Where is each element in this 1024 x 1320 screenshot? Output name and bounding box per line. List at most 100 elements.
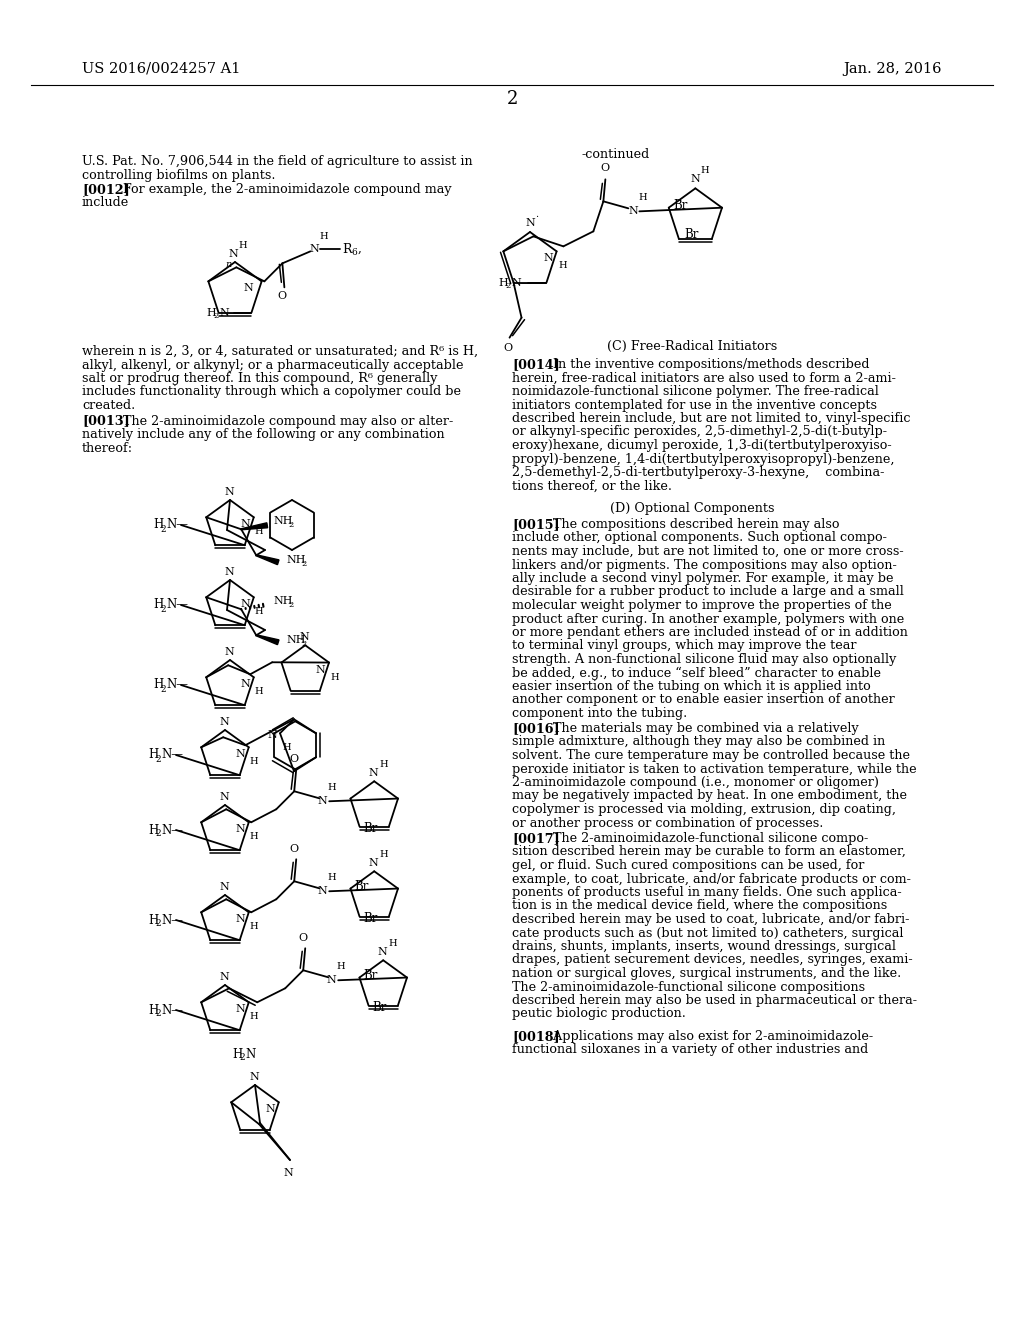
Text: ,: , bbox=[357, 242, 361, 255]
Text: H: H bbox=[700, 166, 709, 176]
Text: The 2-aminoimidazole-functional silicone compositions: The 2-aminoimidazole-functional silicone… bbox=[512, 981, 865, 994]
Text: N: N bbox=[224, 487, 233, 498]
Text: N: N bbox=[228, 249, 238, 259]
Text: 2: 2 bbox=[506, 281, 511, 289]
Text: NH: NH bbox=[273, 597, 293, 606]
Text: O: O bbox=[601, 164, 610, 173]
Text: O: O bbox=[290, 845, 299, 854]
Text: or more pendant ethers are included instead of or in addition: or more pendant ethers are included inst… bbox=[512, 626, 908, 639]
Text: 2: 2 bbox=[239, 1053, 245, 1063]
Text: N: N bbox=[219, 972, 229, 982]
Text: N: N bbox=[236, 915, 245, 924]
Text: 2: 2 bbox=[288, 602, 294, 610]
Text: component into the tubing.: component into the tubing. bbox=[512, 708, 687, 719]
Text: In the inventive compositions/methods described: In the inventive compositions/methods de… bbox=[541, 358, 869, 371]
Text: product after curing. In another example, polymers with one: product after curing. In another example… bbox=[512, 612, 904, 626]
Text: For example, the 2-aminoimidazole compound may: For example, the 2-aminoimidazole compou… bbox=[111, 183, 452, 195]
Text: 2: 2 bbox=[301, 560, 306, 569]
Text: H: H bbox=[255, 607, 263, 616]
Text: alkyl, alkenyl, or alkynyl; or a pharmaceutically acceptable: alkyl, alkenyl, or alkynyl; or a pharmac… bbox=[82, 359, 464, 371]
Text: controlling biofilms on plants.: controlling biofilms on plants. bbox=[82, 169, 275, 181]
Text: peutic biologic production.: peutic biologic production. bbox=[512, 1007, 686, 1020]
Text: Br: Br bbox=[364, 969, 378, 982]
Text: N: N bbox=[249, 1072, 259, 1082]
Text: Br: Br bbox=[684, 228, 698, 242]
Text: N—: N— bbox=[161, 1003, 183, 1016]
Text: H: H bbox=[250, 833, 258, 841]
Text: The 2-aminoimidazole-functional silicone compo-: The 2-aminoimidazole-functional silicone… bbox=[541, 832, 868, 845]
Text: N: N bbox=[224, 647, 233, 657]
Text: 6: 6 bbox=[351, 248, 357, 257]
Text: 2: 2 bbox=[160, 685, 166, 693]
Text: salt or prodrug thereof. In this compound, R⁶ generally: salt or prodrug thereof. In this compoun… bbox=[82, 372, 437, 385]
Text: [0014]: [0014] bbox=[512, 358, 560, 371]
Text: N: N bbox=[236, 750, 245, 759]
Text: O: O bbox=[299, 933, 308, 944]
Text: nation or surgical gloves, surgical instruments, and the like.: nation or surgical gloves, surgical inst… bbox=[512, 968, 901, 979]
Text: H: H bbox=[379, 760, 388, 770]
Text: N: N bbox=[309, 244, 319, 255]
Text: [0015]: [0015] bbox=[512, 517, 560, 531]
Text: sition described herein may be curable to form an elastomer,: sition described herein may be curable t… bbox=[512, 846, 906, 858]
Text: N: N bbox=[629, 206, 638, 216]
Text: gel, or fluid. Such cured compositions can be used, for: gel, or fluid. Such cured compositions c… bbox=[512, 859, 864, 873]
Text: eroxy)hexane, dicumyl peroxide, 1,3-di(tertbutylperoxyiso-: eroxy)hexane, dicumyl peroxide, 1,3-di(t… bbox=[512, 440, 892, 451]
Text: to terminal vinyl groups, which may improve the tear: to terminal vinyl groups, which may impr… bbox=[512, 639, 856, 652]
Text: The compositions described herein may also: The compositions described herein may al… bbox=[541, 517, 840, 531]
Text: H: H bbox=[388, 940, 397, 948]
Text: example, to coat, lubricate, and/or fabricate products or com-: example, to coat, lubricate, and/or fabr… bbox=[512, 873, 911, 886]
Text: N: N bbox=[244, 284, 254, 293]
Text: described herein may also be used in pharmaceutical or thera-: described herein may also be used in pha… bbox=[512, 994, 918, 1007]
Text: include other, optional components. Such optional compo-: include other, optional components. Such… bbox=[512, 532, 887, 544]
Text: H: H bbox=[207, 308, 216, 318]
Text: drapes, patient securement devices, needles, syringes, exami-: drapes, patient securement devices, need… bbox=[512, 953, 912, 966]
Text: simple admixture, although they may also be combined in: simple admixture, although they may also… bbox=[512, 735, 886, 748]
Text: N: N bbox=[240, 599, 250, 610]
Text: 2: 2 bbox=[160, 605, 166, 614]
Text: N—: N— bbox=[161, 748, 183, 762]
Text: described herein include, but are not limited to, vinyl-specific: described herein include, but are not li… bbox=[512, 412, 910, 425]
Text: noimidazole-functional silicone polymer. The free-radical: noimidazole-functional silicone polymer.… bbox=[512, 385, 879, 399]
Text: 2: 2 bbox=[155, 755, 161, 763]
Text: H: H bbox=[330, 673, 339, 681]
Text: Br: Br bbox=[364, 912, 378, 925]
Text: another component or to enable easier insertion of another: another component or to enable easier in… bbox=[512, 693, 895, 706]
Text: N: N bbox=[224, 568, 233, 577]
Text: Applications may also exist for 2-aminoimidazole-: Applications may also exist for 2-aminoi… bbox=[541, 1030, 872, 1043]
Text: Jan. 28, 2016: Jan. 28, 2016 bbox=[844, 62, 942, 77]
Polygon shape bbox=[256, 554, 279, 565]
Text: initiators contemplated for use in the inventive concepts: initiators contemplated for use in the i… bbox=[512, 399, 877, 412]
Text: H: H bbox=[148, 913, 159, 927]
Text: include: include bbox=[82, 197, 129, 210]
Text: H: H bbox=[255, 527, 263, 536]
Text: -continued: -continued bbox=[582, 148, 650, 161]
Text: cate products such as (but not limited to) catheters, surgical: cate products such as (but not limited t… bbox=[512, 927, 903, 940]
Text: H: H bbox=[148, 1003, 159, 1016]
Text: N: N bbox=[317, 796, 327, 807]
Text: NH: NH bbox=[287, 556, 306, 565]
Text: N: N bbox=[265, 1105, 274, 1114]
Text: [0013]: [0013] bbox=[82, 414, 130, 428]
Text: H: H bbox=[638, 193, 647, 202]
Text: molecular weight polymer to improve the properties of the: molecular weight polymer to improve the … bbox=[512, 599, 892, 612]
Text: N: N bbox=[219, 717, 229, 727]
Text: 2: 2 bbox=[160, 524, 166, 533]
Text: N—: N— bbox=[166, 598, 188, 611]
Text: created.: created. bbox=[82, 399, 135, 412]
Text: includes functionality through which a copolymer could be: includes functionality through which a c… bbox=[82, 385, 461, 399]
Polygon shape bbox=[256, 635, 279, 644]
Text: be added, e.g., to induce “self bleed” character to enable: be added, e.g., to induce “self bleed” c… bbox=[512, 667, 881, 680]
Text: (C) Free-Radical Initiators: (C) Free-Radical Initiators bbox=[607, 341, 777, 352]
Text: 2: 2 bbox=[288, 521, 294, 529]
Text: N: N bbox=[267, 730, 278, 741]
Text: H: H bbox=[255, 688, 263, 696]
Text: ally include a second vinyl polymer. For example, it may be: ally include a second vinyl polymer. For… bbox=[512, 572, 894, 585]
Text: linkers and/or pigments. The compositions may also option-: linkers and/or pigments. The composition… bbox=[512, 558, 897, 572]
Text: The materials may be combined via a relatively: The materials may be combined via a rela… bbox=[541, 722, 858, 735]
Text: U.S. Pat. No. 7,906,544 in the field of agriculture to assist in: U.S. Pat. No. 7,906,544 in the field of … bbox=[82, 154, 473, 168]
Text: herein, free-radical initiators are also used to form a 2-ami-: herein, free-radical initiators are also… bbox=[512, 371, 896, 384]
Text: H: H bbox=[238, 242, 247, 249]
Text: H: H bbox=[250, 923, 258, 932]
Text: H: H bbox=[499, 277, 508, 288]
Text: H: H bbox=[379, 850, 388, 859]
